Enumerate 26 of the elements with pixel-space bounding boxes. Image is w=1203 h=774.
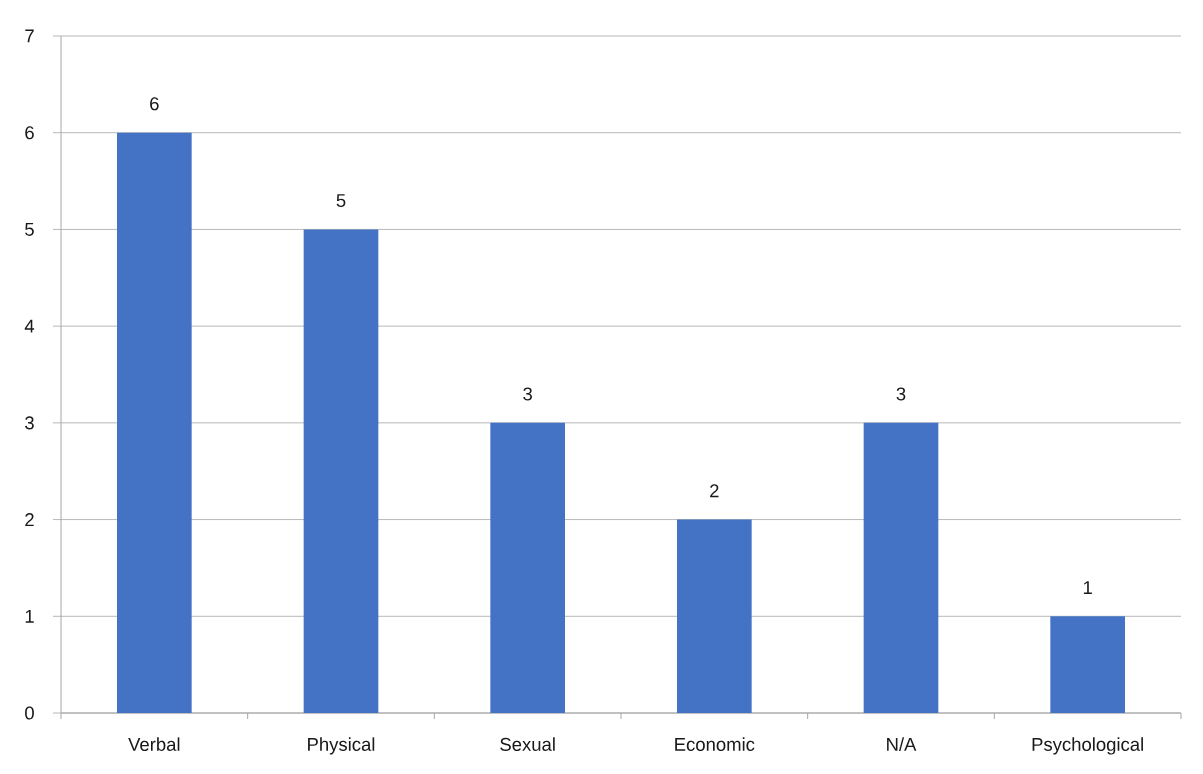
y-tick-label: 1 bbox=[25, 609, 34, 623]
y-tick-label: 4 bbox=[24, 319, 35, 333]
y-tick-label: 0 bbox=[25, 706, 34, 720]
bar bbox=[303, 229, 379, 713]
bar bbox=[490, 422, 565, 713]
bar bbox=[863, 422, 939, 713]
bar bbox=[117, 132, 192, 713]
data-label: 2 bbox=[710, 484, 719, 498]
y-tick-label: 5 bbox=[25, 222, 34, 236]
data-label: 5 bbox=[336, 194, 346, 208]
x-tick-label: Verbal bbox=[128, 737, 180, 751]
y-tick-label: 7 bbox=[25, 29, 34, 43]
x-tick-label: Sexual bbox=[500, 737, 555, 751]
bar bbox=[1050, 616, 1125, 713]
data-label: 3 bbox=[896, 387, 906, 401]
y-tick-label: 3 bbox=[25, 416, 34, 430]
x-tick-label: Physical bbox=[308, 737, 375, 755]
data-label: 1 bbox=[1083, 581, 1092, 594]
data-label: 3 bbox=[523, 387, 532, 401]
bar bbox=[677, 519, 752, 713]
x-tick-label: N/A bbox=[887, 737, 917, 751]
x-tick-label: Economic bbox=[675, 737, 755, 751]
x-tick-label: Psychological bbox=[1032, 737, 1143, 755]
y-tick-label: 6 bbox=[25, 126, 34, 140]
data-label: 6 bbox=[150, 97, 159, 111]
y-tick-label: 2 bbox=[25, 513, 34, 527]
